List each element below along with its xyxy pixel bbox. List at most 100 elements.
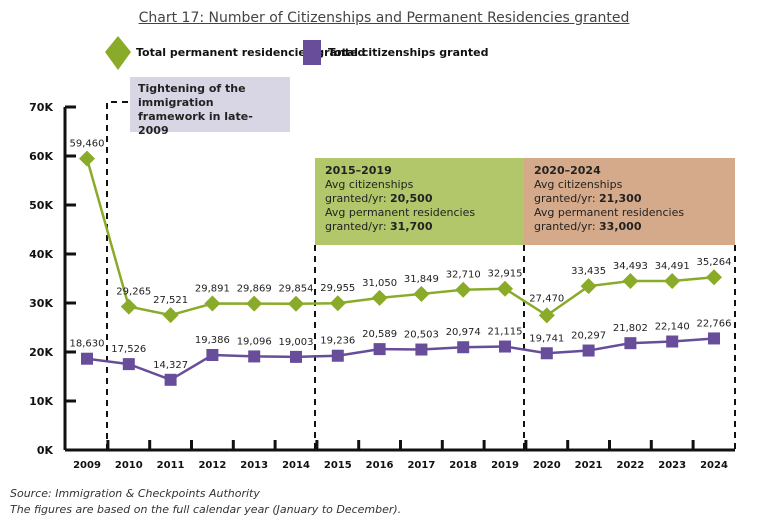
y-tick-label: 30K (29, 297, 53, 310)
citizenships-point (582, 344, 595, 357)
citizenships-point (499, 340, 511, 353)
y-tick-label: 20K (29, 346, 53, 359)
data-label: 29,854 (279, 284, 314, 295)
citizenships-point (373, 343, 386, 356)
annotation-line: granted/yr: 21,300 (534, 192, 642, 205)
annotation-heading: 2020–2024 (534, 164, 601, 177)
x-tick-label: 2024 (700, 460, 728, 471)
data-label: 27,470 (529, 293, 564, 304)
data-label: 21,115 (488, 327, 523, 338)
chart-title: Chart 17: Number of Citizenships and Per… (138, 10, 630, 26)
data-label: 35,264 (697, 257, 732, 268)
divider-2009 (106, 101, 130, 450)
x-tick-label: 2011 (157, 460, 185, 471)
x-tick-label: 2014 (282, 460, 310, 471)
citizenships-point (164, 373, 177, 386)
y-tick-label: 0K (37, 444, 54, 457)
annotation-line: granted/yr: 31,700 (325, 220, 433, 233)
x-tick-label: 2013 (240, 460, 268, 471)
data-label: 31,849 (404, 274, 439, 285)
x-tick-label: 2010 (115, 460, 143, 471)
data-label: 34,491 (655, 261, 690, 272)
legend-label-citizenships: Total citizenships granted (328, 46, 488, 59)
annotation-line: Avg permanent residencies (534, 206, 685, 219)
data-label: 19,096 (237, 336, 272, 347)
data-label: 21,802 (613, 323, 648, 334)
citizenships-point (81, 352, 93, 365)
annotation-2015-2019: 2015–2019 Avg citizenships granted/yr: 2… (315, 158, 524, 245)
data-label: 19,236 (320, 336, 355, 347)
data-label: 20,589 (362, 329, 397, 340)
residencies-point (288, 295, 304, 312)
data-label: 32,915 (488, 269, 523, 280)
data-label: 17,526 (111, 344, 146, 355)
x-tick-label: 2018 (449, 460, 477, 471)
annotation-tightening: Tightening of the immigration framework … (130, 77, 290, 137)
data-label: 31,050 (362, 278, 397, 289)
data-label: 59,460 (70, 139, 105, 150)
legend-diamond-icon (105, 36, 131, 70)
y-tick-label: 60K (29, 150, 53, 163)
source-text: Source: Immigration & Checkpoints Author… (10, 487, 260, 500)
data-label: 22,766 (697, 318, 732, 329)
data-label: 20,297 (571, 331, 606, 342)
residencies-point (246, 295, 263, 312)
y-tick-label: 70K (29, 101, 53, 114)
data-label: 29,891 (195, 284, 230, 295)
data-label: 34,493 (613, 261, 648, 272)
footnote-text: The figures are based on the full calend… (10, 503, 402, 516)
citizenships-point (457, 341, 470, 354)
x-tick-label: 2021 (575, 460, 603, 471)
residencies-point (329, 295, 346, 312)
citizenships-point (122, 358, 135, 371)
data-label: 19,003 (279, 337, 314, 348)
residencies-point (538, 307, 555, 324)
x-tick-label: 2015 (324, 460, 352, 471)
residencies-point (664, 272, 681, 289)
citizenships-point (540, 347, 553, 360)
x-tick-label: 2017 (407, 460, 435, 471)
data-label: 33,435 (571, 266, 606, 277)
annotation-line: Avg citizenships (534, 178, 623, 191)
residencies-point (162, 307, 179, 324)
series-line-citizenships (86, 337, 715, 382)
citizenships-point (415, 343, 428, 356)
source-note: Source: Immigration & Checkpoints Author… (10, 486, 401, 518)
data-label: 14,327 (153, 360, 188, 371)
citizenships-point (708, 332, 720, 345)
annotation-line: granted/yr: 33,000 (534, 220, 642, 233)
x-tick-label: 2016 (366, 460, 394, 471)
residencies-point (79, 150, 95, 167)
y-tick-label: 10K (29, 395, 53, 408)
residencies-point (371, 289, 388, 306)
annotation-2020-2024: 2020–2024 Avg citizenships granted/yr: 2… (524, 158, 735, 245)
residencies-point (413, 285, 430, 302)
data-label: 20,503 (404, 330, 439, 341)
annotation-line: Avg permanent residencies (325, 206, 476, 219)
residencies-point (706, 269, 722, 286)
data-label: 29,955 (320, 283, 355, 294)
citizenships-point (248, 350, 261, 363)
citizenships-point (206, 349, 219, 362)
residencies-point (204, 295, 221, 312)
citizenships-point (624, 337, 637, 350)
data-label: 22,140 (655, 322, 690, 333)
residencies-point (622, 272, 639, 289)
x-tick-label: 2019 (491, 460, 519, 471)
data-label: 19,386 (195, 335, 230, 346)
x-tick-label: 2022 (616, 460, 644, 471)
citizenships-point (666, 335, 679, 348)
citizenships-point (331, 349, 344, 362)
annotation-line: Avg citizenships (325, 178, 414, 191)
x-tick-label: 2023 (658, 460, 686, 471)
residencies-point (497, 280, 513, 297)
x-tick-label: 2009 (73, 460, 101, 471)
residencies-point (455, 281, 472, 298)
annotation-line: granted/yr: 20,500 (325, 192, 433, 205)
data-label: 29,869 (237, 284, 272, 295)
series-line-residencies (85, 158, 715, 317)
y-tick-label: 40K (29, 248, 53, 261)
data-label: 29,265 (116, 287, 151, 298)
residencies-point (580, 278, 597, 295)
citizenships-point (290, 350, 302, 363)
